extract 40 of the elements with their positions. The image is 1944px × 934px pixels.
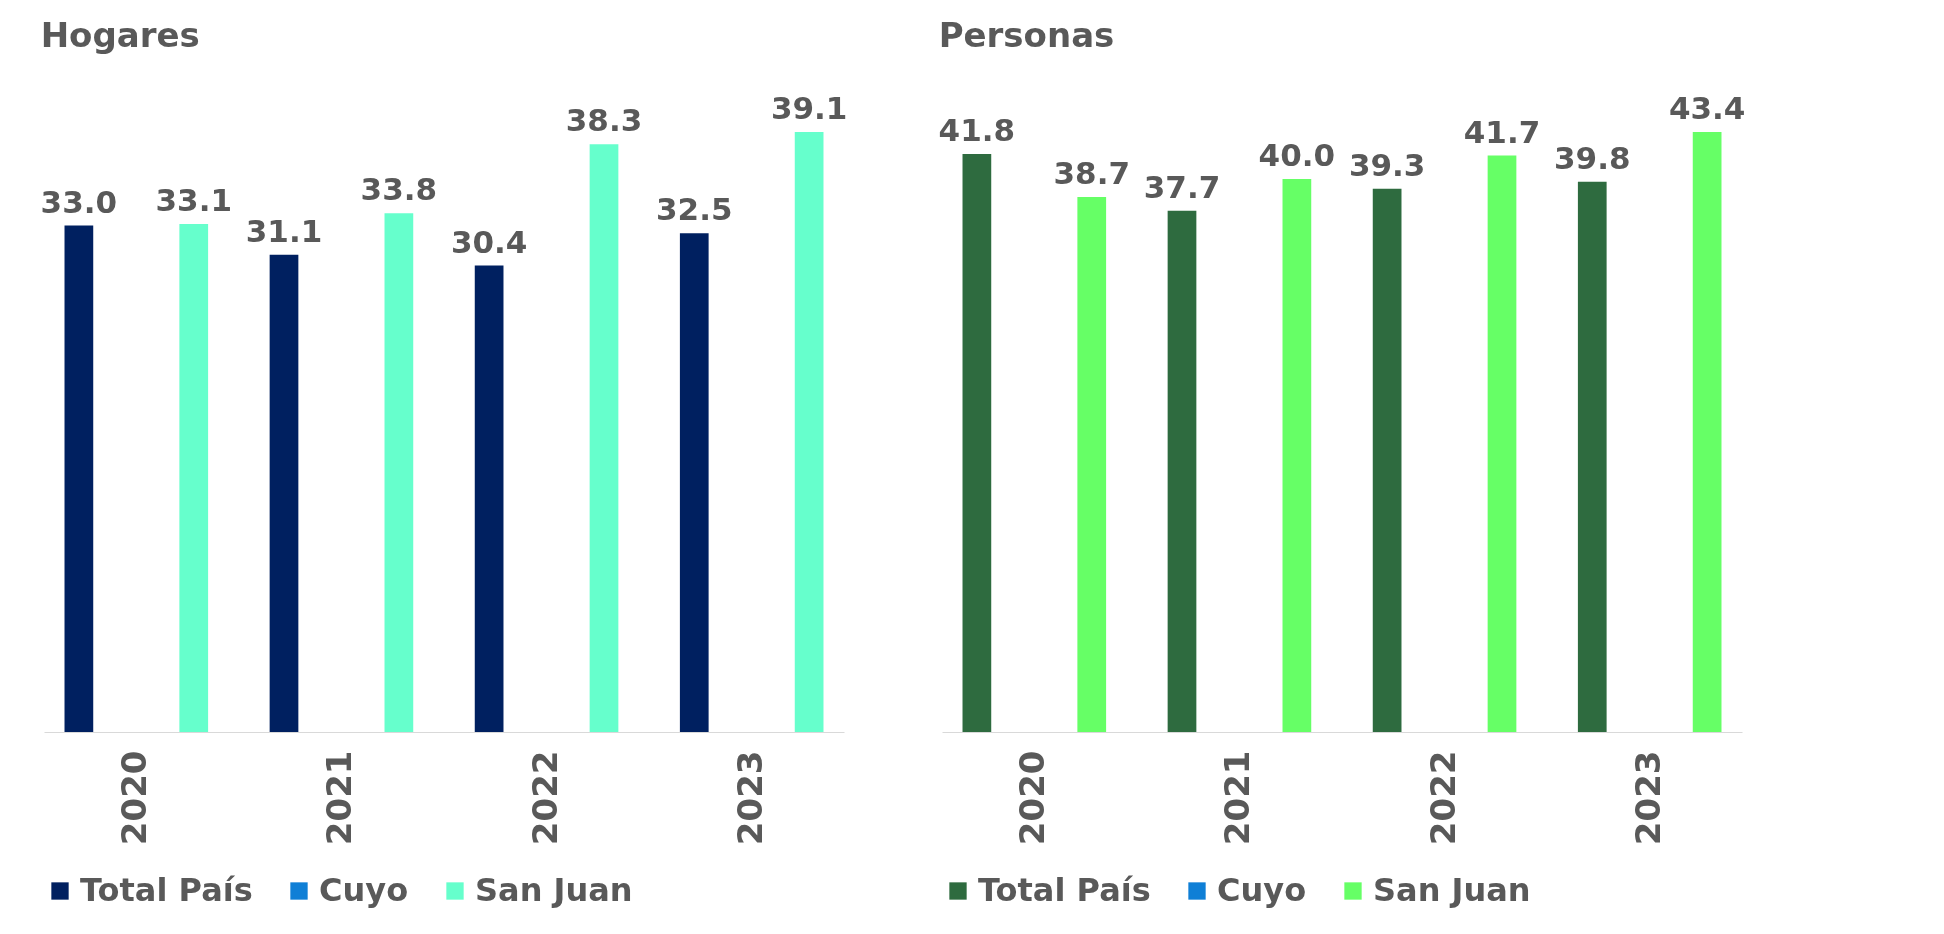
- data-label: 33.1: [155, 182, 232, 219]
- data-label: 37.7: [1143, 168, 1221, 205]
- legend-label: San Juan: [475, 871, 633, 909]
- legend-label: Cuyo: [1217, 871, 1307, 909]
- data-label: 41.7: [1463, 113, 1541, 150]
- x-tick-label: 2022: [1422, 750, 1463, 846]
- legend-label: San Juan: [1373, 871, 1531, 909]
- data-label: 39.3: [1348, 146, 1426, 183]
- bar: [474, 265, 504, 732]
- data-label: 31.1: [245, 212, 323, 249]
- data-label: 32.5: [656, 191, 733, 228]
- bar: [179, 224, 209, 732]
- data-label: 30.4: [450, 223, 528, 260]
- bar: [589, 144, 619, 732]
- bar: [794, 132, 824, 732]
- x-tick-label: 2020: [114, 750, 155, 846]
- data-label: 40.0: [1258, 137, 1336, 173]
- bar: [384, 213, 414, 732]
- legend-label: Cuyo: [319, 871, 409, 909]
- x-tick-label: 2023: [1627, 750, 1668, 846]
- data-label: 38.3: [565, 102, 643, 139]
- data-label: 41.8: [938, 112, 1016, 149]
- legend-label: Total País: [80, 871, 253, 909]
- data-label: 33.8: [360, 171, 438, 208]
- data-label: 33.0: [40, 183, 118, 220]
- chart-title: Hogares: [40, 15, 200, 55]
- x-tick-label: 2022: [524, 750, 565, 846]
- data-label: 39.8: [1554, 139, 1631, 176]
- x-tick-label: 2020: [1012, 750, 1053, 846]
- bar: [679, 233, 709, 732]
- data-label: 38.7: [1053, 154, 1130, 191]
- x-tick-label: 2023: [729, 750, 770, 846]
- bar: [269, 254, 299, 732]
- chart-title: Personas: [938, 15, 1115, 55]
- x-tick-label: 2021: [319, 750, 360, 846]
- bar: [64, 225, 94, 732]
- data-label: 43.4: [1668, 90, 1746, 126]
- x-tick-label: 2021: [1217, 750, 1258, 846]
- data-label: 39.1: [770, 90, 848, 126]
- legend-label: Total País: [978, 871, 1151, 909]
